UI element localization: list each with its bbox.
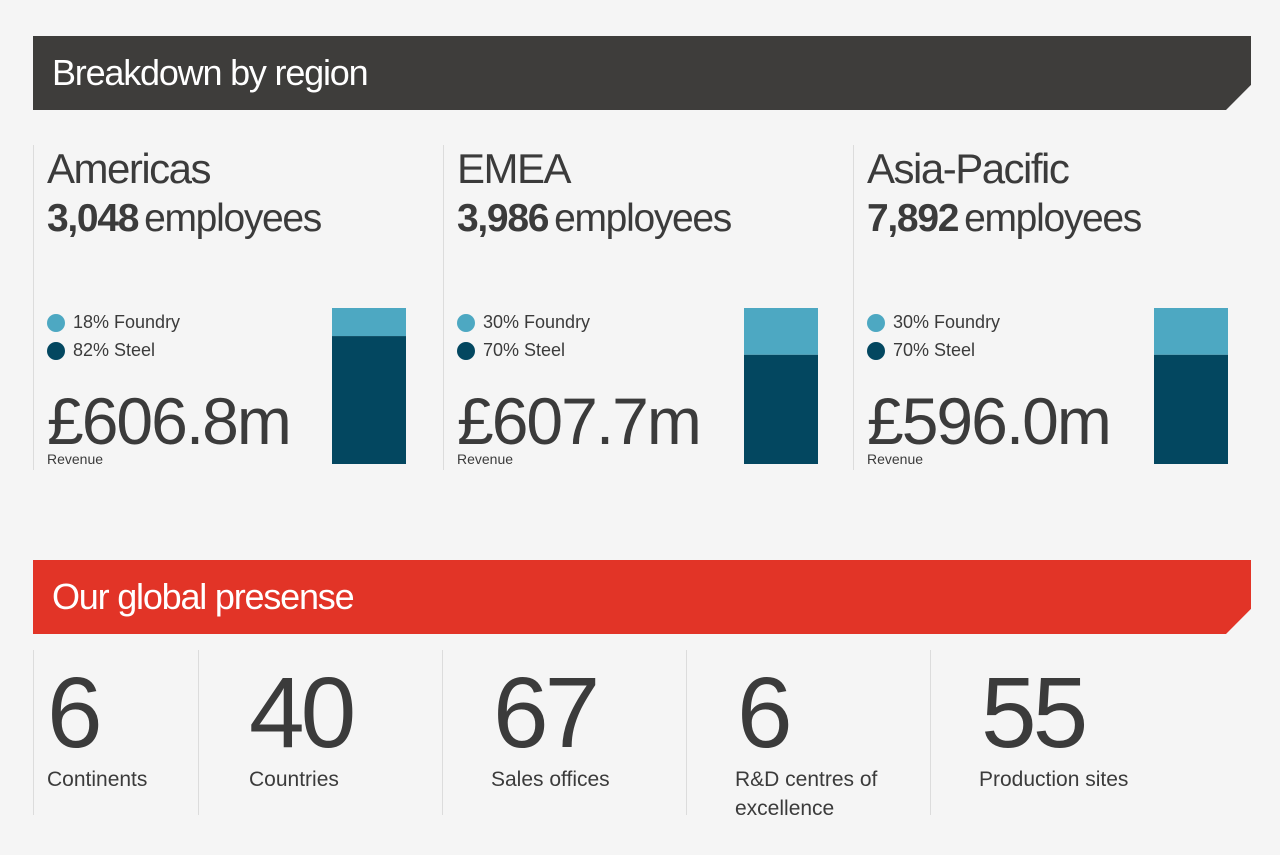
stat-label: R&D centres of excellence bbox=[735, 768, 878, 820]
employee-number: 3,986 bbox=[457, 197, 549, 240]
legend-steel: 82% Steel bbox=[47, 340, 155, 361]
legend-steel: 70% Steel bbox=[867, 340, 975, 361]
bar-segment-steel bbox=[744, 354, 818, 464]
stat-sales-offices: 67 Sales offices bbox=[442, 650, 686, 815]
legend-foundry: 30% Foundry bbox=[457, 312, 590, 333]
bar-segment-foundry bbox=[332, 308, 406, 337]
employee-unit: employees bbox=[554, 197, 732, 240]
revenue-label: Revenue bbox=[867, 451, 924, 467]
legend-label: 30% Foundry bbox=[483, 312, 591, 332]
presence-title: Our global presense bbox=[52, 576, 354, 617]
foundry-dot-icon bbox=[47, 313, 65, 332]
bar-segment-steel bbox=[1154, 354, 1228, 464]
region-asia-pacific: Asia-Pacific 7,892 employees 30% Foundry … bbox=[853, 145, 1253, 470]
breakdown-header: Breakdown by region bbox=[33, 36, 1251, 110]
stacked-bar-asia-pacific bbox=[1154, 308, 1228, 464]
stat-value: 6 bbox=[47, 657, 103, 769]
region-emea: EMEA 3,986 employees 30% Foundry 70% Stee… bbox=[443, 145, 853, 470]
employee-unit: employees bbox=[144, 197, 322, 240]
legend-label: 70% Steel bbox=[483, 340, 566, 360]
employee-unit: employees bbox=[964, 197, 1142, 240]
steel-dot-icon bbox=[47, 341, 65, 360]
stat-value: 67 bbox=[493, 657, 600, 769]
stat-countries: 40 Countries bbox=[198, 650, 442, 815]
breakdown-title: Breakdown by region bbox=[52, 52, 368, 93]
bar-segment-foundry bbox=[744, 308, 818, 355]
foundry-dot-icon bbox=[867, 313, 885, 332]
stat-rd-centres: 6 R&D centres of excellence bbox=[686, 650, 930, 820]
revenue-label: Revenue bbox=[457, 451, 514, 467]
employee-count: 3,986 employees bbox=[457, 197, 732, 241]
legend-label: 70% Steel bbox=[893, 340, 976, 360]
region-name: Americas bbox=[47, 145, 212, 192]
stacked-bar-americas bbox=[332, 308, 406, 464]
revenue-value: £606.8m bbox=[47, 384, 292, 458]
legend-label: 82% Steel bbox=[73, 340, 156, 360]
stat-production-sites: 55 Production sites bbox=[930, 650, 1250, 815]
revenue-value: £607.7m bbox=[457, 384, 702, 458]
steel-dot-icon bbox=[457, 341, 475, 360]
legend-foundry: 18% Foundry bbox=[47, 312, 180, 333]
employee-count: 7,892 employees bbox=[867, 197, 1142, 241]
stat-value: 40 bbox=[249, 657, 356, 769]
stat-label: Continents bbox=[47, 768, 148, 791]
revenue-label: Revenue bbox=[47, 451, 104, 467]
stacked-bar-emea bbox=[744, 308, 818, 464]
foundry-dot-icon bbox=[457, 313, 475, 332]
steel-dot-icon bbox=[867, 341, 885, 360]
region-name: Asia-Pacific bbox=[867, 145, 1070, 192]
legend-foundry: 30% Foundry bbox=[867, 312, 1000, 333]
presence-header: Our global presense bbox=[33, 560, 1251, 634]
region-name: EMEA bbox=[457, 145, 572, 192]
stat-label: Sales offices bbox=[491, 768, 610, 791]
stat-value: 6 bbox=[737, 657, 793, 769]
legend-label: 30% Foundry bbox=[893, 312, 1001, 332]
employee-count: 3,048 employees bbox=[47, 197, 322, 241]
stat-value: 55 bbox=[981, 657, 1088, 769]
stat-continents: 6 Continents bbox=[33, 650, 198, 815]
bar-segment-foundry bbox=[1154, 308, 1228, 355]
bar-segment-steel bbox=[332, 336, 406, 464]
stat-label: Production sites bbox=[979, 768, 1129, 791]
legend-label: 18% Foundry bbox=[73, 312, 181, 332]
employee-number: 3,048 bbox=[47, 197, 139, 240]
legend-steel: 70% Steel bbox=[457, 340, 565, 361]
region-americas: Americas 3,048 employees 18% Foundry 82% … bbox=[33, 145, 442, 470]
stat-label: Countries bbox=[249, 768, 339, 791]
revenue-value: £596.0m bbox=[867, 384, 1112, 458]
employee-number: 7,892 bbox=[867, 197, 959, 240]
